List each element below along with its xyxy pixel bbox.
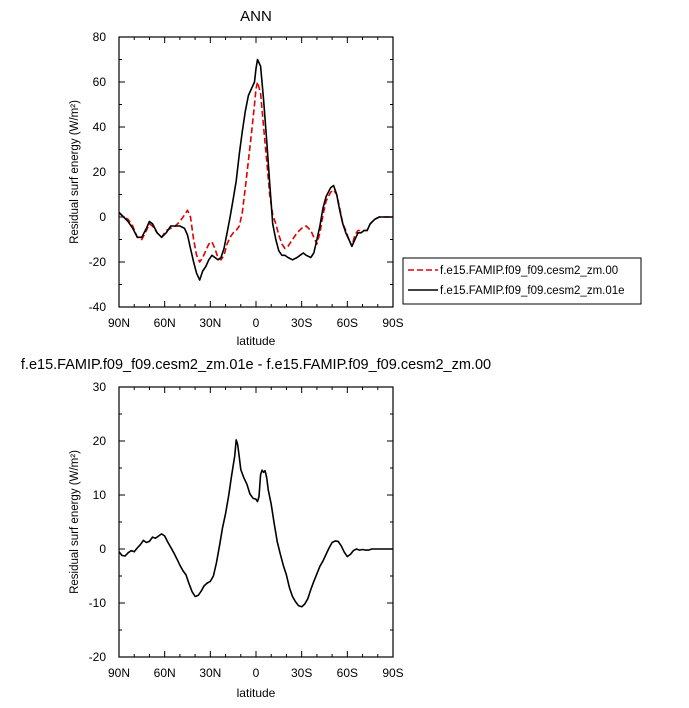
bottom-y-tick-label: -10	[89, 596, 107, 610]
top-x-tick-label: 60S	[337, 316, 358, 330]
bottom-y-tick-label: 0	[99, 542, 106, 556]
top-panel: ANN 90N 60N 30N 0 30S 60S 90S -40 -20 0 20 40 60 80 l…	[69, 8, 642, 348]
top-x-axis-label: latitude	[237, 334, 276, 348]
legend-label-01e: f.e15.FAMIP.f09_f09.cesm2_zm.01e	[440, 285, 625, 297]
bottom-x-axis-label: latitude	[237, 686, 276, 700]
top-x-tick-label: 90S	[382, 316, 403, 330]
top-y-tick-label: -20	[89, 255, 107, 269]
bottom-y-tick-label: 10	[93, 488, 107, 502]
bottom-x-tick-label: 90S	[382, 666, 403, 680]
top-y-axis-label-text: Residual surf energy (W/m²)	[69, 100, 81, 244]
top-x-tick-label: 60N	[154, 316, 176, 330]
top-y-tick-label: 80	[93, 30, 107, 44]
legend: f.e15.FAMIP.f09_f09.cesm2_zm.00 f.e15.FA…	[402, 257, 642, 305]
top-y-axis-label: Residual surf energy (W/m²)	[69, 100, 81, 244]
bottom-y-tick-label: 30	[93, 380, 107, 394]
top-plot-frame	[118, 36, 394, 308]
bottom-y-axis-label: Residual surf energy (W/m²)	[69, 450, 81, 594]
top-y-tick-label: 0	[99, 210, 106, 224]
bottom-plot-frame	[118, 386, 394, 658]
top-x-tick-label: 30N	[199, 316, 221, 330]
top-x-tick-label: 90N	[108, 316, 130, 330]
top-y-tick-label: 20	[93, 165, 107, 179]
bottom-y-tick-label: 20	[93, 434, 107, 448]
bottom-x-tick-label: 30N	[199, 666, 221, 680]
bottom-x-tick-label: 0	[253, 666, 260, 680]
legend-label-00: f.e15.FAMIP.f09_f09.cesm2_zm.00	[440, 265, 618, 277]
top-y-tick-label: 40	[93, 120, 107, 134]
bottom-x-tick-label: 90N	[108, 666, 130, 680]
bottom-x-tick-label: 30S	[291, 666, 312, 680]
bottom-panel-title: f.e15.FAMIP.f09_f09.cesm2_zm.01e - f.e15…	[21, 357, 491, 373]
top-y-tick-label: 60	[93, 75, 107, 89]
bottom-y-tick-label: -20	[89, 650, 107, 664]
top-series-line-1	[119, 58, 393, 281]
top-panel-title: ANN	[240, 8, 272, 25]
top-y-tick-label: -40	[89, 300, 107, 314]
bottom-series-line-0	[119, 439, 393, 608]
top-x-tick-label: 0	[253, 316, 260, 330]
bottom-x-tick-label: 60S	[337, 666, 358, 680]
top-x-tick-label: 30S	[291, 316, 312, 330]
bottom-x-tick-label: 60N	[154, 666, 176, 680]
bottom-y-axis-label-text: Residual surf energy (W/m²)	[69, 450, 81, 594]
bottom-panel: f.e15.FAMIP.f09_f09.cesm2_zm.01e - f.e15…	[21, 357, 491, 700]
legend-box	[402, 257, 642, 305]
